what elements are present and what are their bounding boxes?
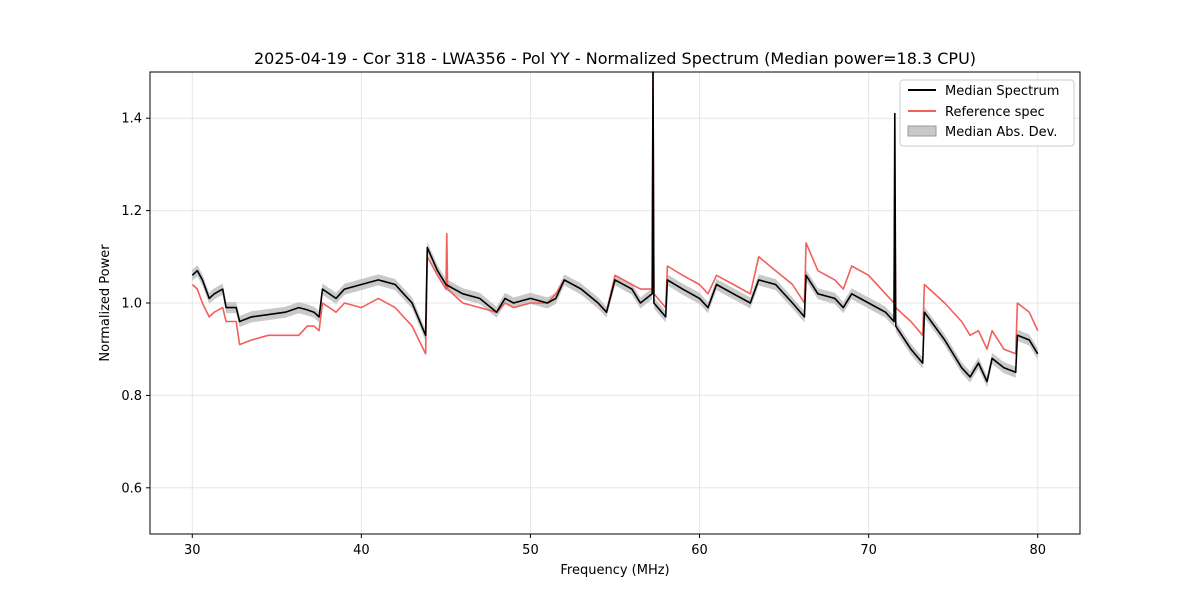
legend-reference-label: Reference spec (945, 105, 1045, 120)
legend-mad-label: Median Abs. Dev. (945, 125, 1057, 140)
y-tick-label: 1.4 (121, 112, 142, 127)
y-tick-label: 0.8 (121, 389, 142, 404)
x-tick-label: 40 (353, 543, 370, 558)
legend: Median Spectrum Reference spec Median Ab… (899, 79, 1075, 147)
median-spectrum-line (191, 71, 1039, 383)
x-tick-label: 30 (184, 543, 201, 558)
x-tick-label: 80 (1029, 543, 1046, 558)
legend-mad-swatch (907, 125, 937, 137)
y-tick-label: 1.0 (121, 297, 142, 312)
legend-box (899, 79, 1075, 147)
legend-median-label: Median Spectrum (945, 84, 1059, 99)
y-tick-label: 1.2 (121, 204, 142, 219)
y-tick-label: 0.6 (121, 481, 142, 496)
x-tick-label: 70 (860, 543, 877, 558)
series-lines (191, 71, 1039, 383)
axis-ticks: 30 40 50 60 70 80 0.6 0.8 1.0 1.2 1.4 (121, 112, 1046, 558)
x-axis-label: Frequency (MHz) (560, 563, 669, 578)
chart-title: 2025-04-19 - Cor 318 - LWA356 - Pol YY -… (254, 49, 976, 68)
x-tick-label: 60 (691, 543, 708, 558)
y-axis-label: Normalized Power (98, 244, 113, 362)
mad-band (192, 72, 1038, 388)
x-tick-label: 50 (522, 543, 539, 558)
mad-band-area (192, 72, 1038, 388)
